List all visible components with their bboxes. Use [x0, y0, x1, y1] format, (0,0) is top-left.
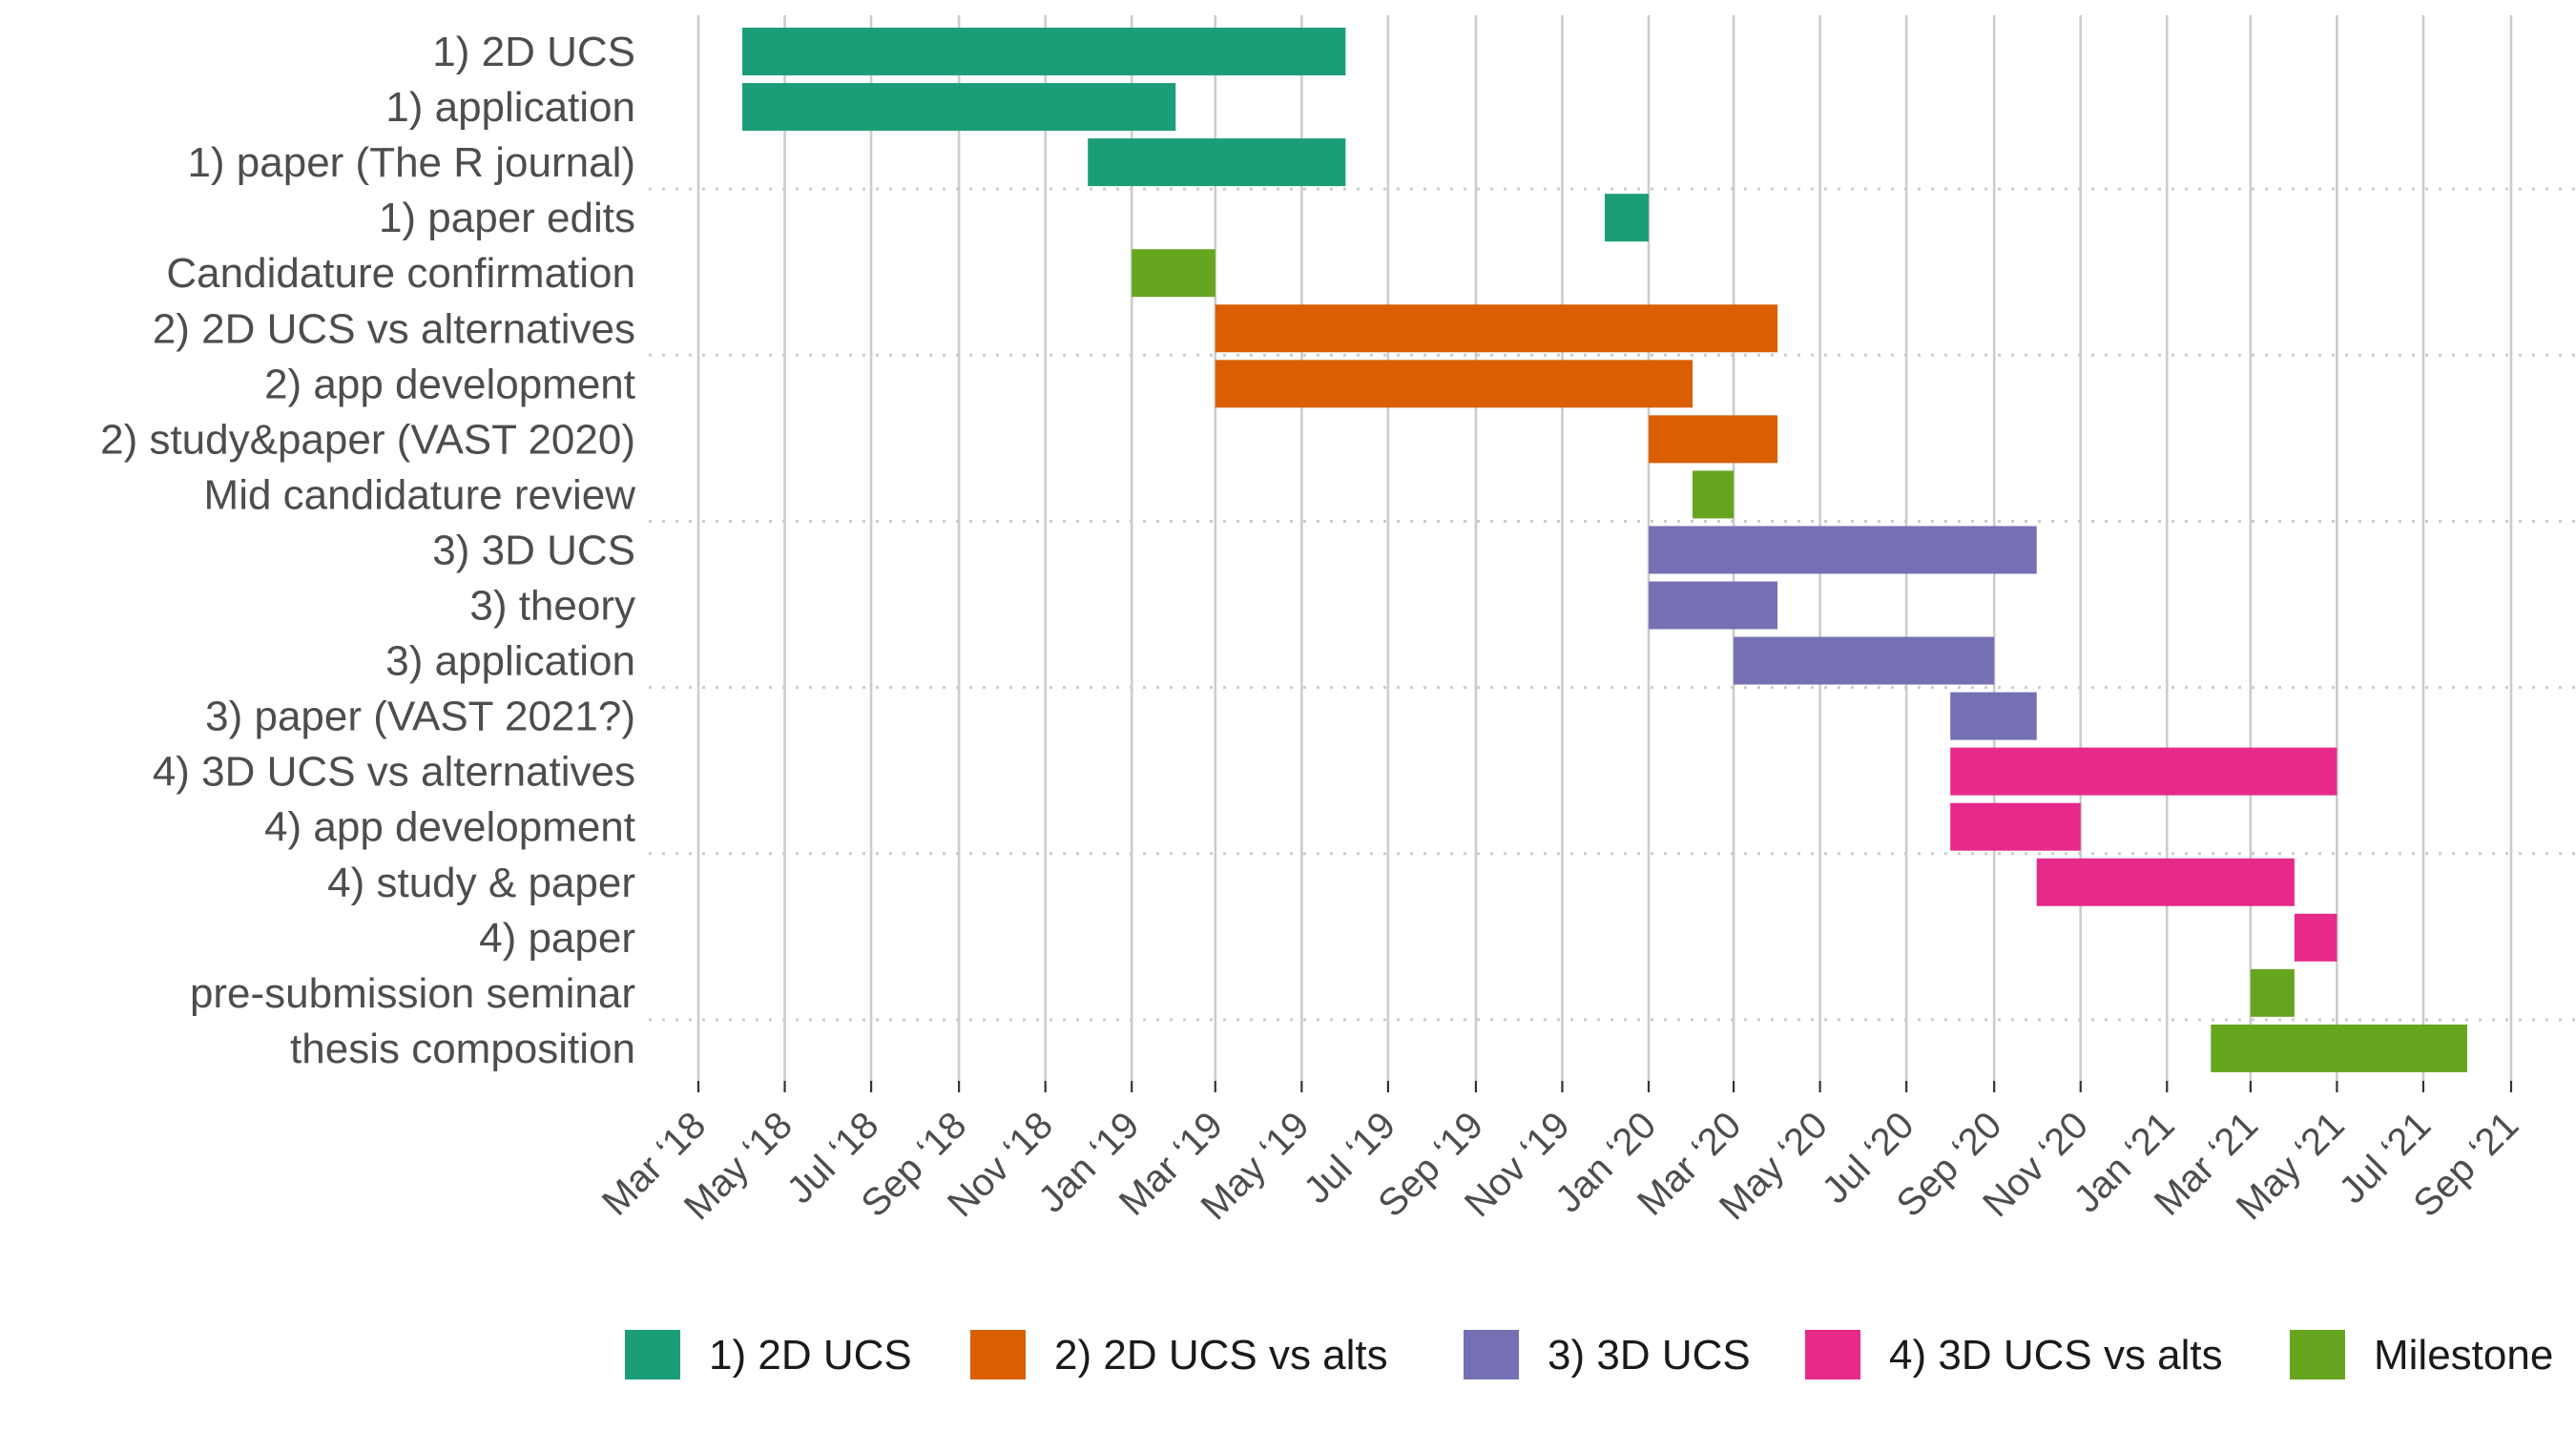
task-label-1-application: 1) application	[385, 84, 635, 131]
legend-swatch-3-3d-ucs	[1464, 1330, 1519, 1379]
legend-swatch-1-2d-ucs	[625, 1330, 680, 1379]
task-label-4-study-paper: 4) study & paper	[327, 860, 635, 906]
bar-1-paper-edits	[1605, 194, 1650, 242]
bars	[742, 28, 2467, 1072]
bar-3-paper-vast-2021	[1950, 692, 2037, 740]
task-label-3-paper-vast-2021: 3) paper (VAST 2021?)	[205, 694, 635, 740]
task-label-candidature-confirmation: Candidature confirmation	[166, 250, 635, 297]
task-label-2-study-paper-vast-2020: 2) study&paper (VAST 2020)	[100, 416, 635, 463]
bar-2-study-paper-vast-2020	[1649, 415, 1778, 464]
task-label-3-application: 3) application	[385, 638, 635, 685]
bar-4-3d-ucs-vs-alternatives	[1950, 747, 2337, 796]
legend-swatch-4-3d-ucs-vs-alts	[1805, 1330, 1860, 1379]
task-label-4-app-development: 4) app development	[264, 804, 635, 851]
bar-1-2d-ucs	[742, 28, 1346, 75]
legend: 1) 2D UCS 2) 2D UCS vs alts 3) 3D UCS 4) 3D…	[625, 1330, 2553, 1379]
bar-1-paper-the-r-journal	[1088, 138, 1346, 187]
bar-thesis-composition	[2211, 1024, 2467, 1072]
legend-swatch-2-2d-ucs-vs-alts	[970, 1330, 1026, 1379]
bar-3-theory	[1649, 581, 1778, 630]
legend-label-2-2d-ucs-vs-alts: 2) 2D UCS vs alts	[1054, 1332, 1388, 1379]
legend-label-1-2d-ucs: 1) 2D UCS	[709, 1332, 912, 1379]
task-label-pre-submission-seminar: pre-submission seminar	[190, 970, 635, 1017]
task-label-2-app-development: 2) app development	[264, 361, 635, 407]
bar-3-application	[1734, 636, 1995, 685]
task-label-1-paper-the-r-journal: 1) paper (The R journal)	[187, 139, 635, 186]
bar-3-3d-ucs	[1649, 526, 2037, 574]
bar-4-study-paper	[2036, 858, 2295, 906]
task-label-1-paper-edits: 1) paper edits	[379, 195, 635, 241]
bar-pre-submission-seminar	[2250, 968, 2295, 1017]
task-label-3-3d-ucs: 3) 3D UCS	[432, 527, 635, 573]
legend-label-4-3d-ucs-vs-alts: 4) 3D UCS vs alts	[1889, 1332, 2223, 1379]
legend-label-milestone: Milestone	[2374, 1332, 2553, 1379]
task-label-thesis-composition: thesis composition	[290, 1026, 635, 1072]
bar-mid-candidature-review	[1693, 470, 1735, 519]
bar-4-paper	[2294, 913, 2337, 962]
legend-swatch-milestone	[2290, 1330, 2345, 1379]
task-label-3-theory: 3) theory	[469, 583, 635, 630]
bar-2-app-development	[1215, 360, 1693, 408]
task-labels: 1) 2D UCS 1) application 1) paper (The R j…	[100, 29, 635, 1072]
task-label-mid-candidature-review: Mid candidature review	[204, 471, 636, 518]
task-label-2-2d-ucs-vs-alternatives: 2) 2D UCS vs alternatives	[153, 305, 635, 352]
bar-2-2d-ucs-vs-alternatives	[1215, 304, 1778, 353]
bar-4-app-development	[1950, 802, 2081, 851]
task-label-4-paper: 4) paper	[479, 915, 635, 962]
task-label-4-3d-ucs-vs-alternatives: 4) 3D UCS vs alternatives	[153, 749, 635, 796]
bar-candidature-confirmation	[1132, 249, 1215, 298]
gridlines	[649, 15, 2576, 1081]
legend-label-3-3d-ucs: 3) 3D UCS	[1548, 1332, 1751, 1379]
task-label-1-2d-ucs: 1) 2D UCS	[432, 29, 635, 75]
bar-1-application	[742, 83, 1176, 132]
